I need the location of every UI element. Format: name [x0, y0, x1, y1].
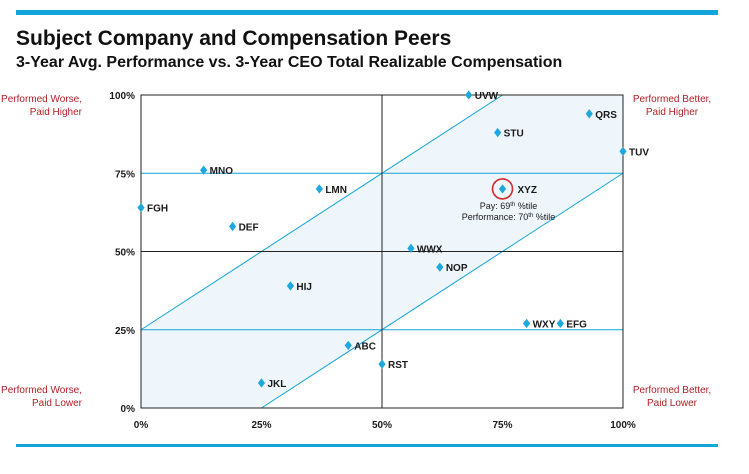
- data-point-label: STU: [504, 129, 524, 140]
- data-point-marker: [523, 318, 531, 329]
- quadrant-label-bottom-right: Performed Better, Paid Lower: [617, 384, 727, 410]
- data-point-marker: [556, 318, 564, 329]
- data-point-marker: [585, 109, 593, 119]
- data-point-marker: [494, 127, 502, 138]
- highlight-performance-note: Performance: 70th %tile: [462, 212, 556, 222]
- data-point-label: HIJ: [296, 282, 312, 293]
- data-point-label: WWX: [417, 244, 443, 255]
- quadrant-label-bottom-right-line1: Performed Better,: [632, 385, 712, 396]
- data-point-marker: [228, 221, 237, 232]
- data-point-label: TUV: [629, 147, 649, 158]
- data-point-marker: [378, 359, 386, 369]
- highlight-pay-note: Pay: 69th %tile: [480, 201, 538, 211]
- data-point-label: EFG: [566, 319, 587, 330]
- data-point-label: ABC: [354, 341, 376, 352]
- top-rule: [16, 10, 718, 15]
- y-tick-label: 50%: [115, 248, 135, 259]
- data-point-marker: [344, 340, 352, 351]
- data-point-label: QRS: [595, 110, 617, 121]
- y-tick-label: 25%: [115, 326, 135, 337]
- y-tick-label: 0%: [121, 404, 136, 415]
- quadrant-label-top-right: Performed Better, Paid Higher: [617, 93, 727, 119]
- x-tick-label: 75%: [492, 420, 512, 431]
- data-point-label: MNO: [210, 166, 234, 177]
- y-tick-label: 100%: [109, 91, 135, 102]
- data-point-label: DEF: [239, 222, 259, 233]
- x-tick-label: 100%: [610, 420, 636, 431]
- chart-title: Subject Company and Compensation Peers: [16, 27, 452, 50]
- data-point-label: LMN: [325, 185, 347, 196]
- data-point-marker: [286, 281, 295, 291]
- data-point-marker: [436, 262, 444, 272]
- quadrant-label-top-right-line1: Performed Better,: [632, 94, 712, 105]
- quadrant-label-bottom-left-line2: Paid Lower: [31, 398, 82, 409]
- x-tick-label: 25%: [251, 420, 271, 431]
- data-point-marker: [200, 165, 208, 175]
- x-tick-label: 50%: [372, 420, 392, 431]
- bottom-rule: [16, 444, 718, 447]
- data-point-marker: [498, 184, 507, 194]
- data-point-marker: [465, 90, 473, 100]
- data-point-label: UVW: [475, 91, 499, 102]
- data-point-marker: [315, 184, 323, 194]
- data-point-marker: [137, 203, 145, 213]
- chart-subtitle: 3-Year Avg. Performance vs. 3-Year CEO T…: [16, 54, 563, 71]
- band-upper-line: [140, 94, 503, 331]
- quadrant-label-top-right-line2: Paid Higher: [645, 107, 699, 118]
- quadrant-label-top-left-line1: Performed Worse,: [1, 94, 82, 105]
- quadrant-label-bottom-left-line1: Performed Worse,: [1, 385, 82, 396]
- x-tick-label: 0%: [134, 420, 149, 431]
- data-point-label: NOP: [446, 263, 468, 274]
- data-point-marker: [257, 378, 266, 388]
- quadrant-label-bottom-right-line2: Paid Lower: [646, 398, 698, 409]
- data-point-label: WXY: [533, 319, 556, 330]
- band-lower-line: [261, 172, 624, 409]
- data-point-label: FGH: [147, 204, 168, 215]
- quadrant-label-top-left: Performed Worse, Paid Higher: [0, 93, 82, 119]
- data-point-label: XYZ: [518, 185, 537, 196]
- data-point-marker: [407, 243, 415, 254]
- quadrant-label-top-left-line2: Paid Higher: [29, 107, 82, 118]
- highlight-ring: [491, 178, 514, 200]
- data-point-label: JKL: [268, 379, 287, 390]
- quadrant-label-bottom-left: Performed Worse, Paid Lower: [0, 384, 82, 410]
- data-point-marker: [619, 146, 627, 157]
- data-point-label: RST: [388, 360, 408, 371]
- y-tick-label: 75%: [115, 169, 135, 180]
